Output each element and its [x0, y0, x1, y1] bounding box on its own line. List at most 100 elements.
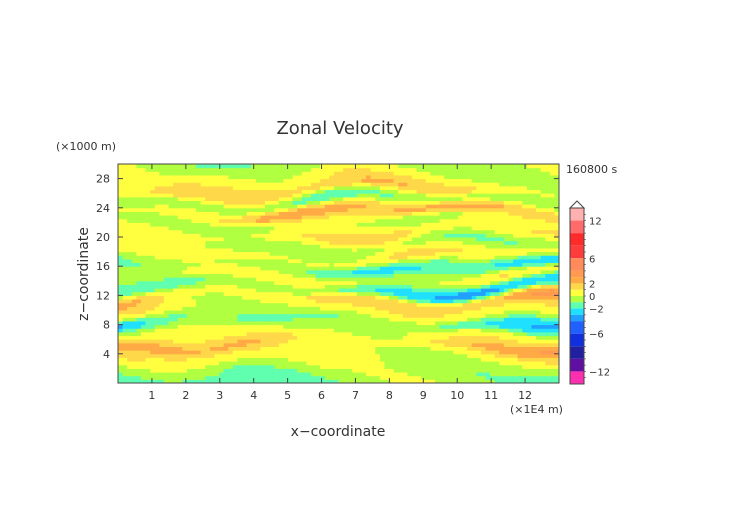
heatmap-cell	[182, 244, 188, 249]
heatmap-cell	[425, 342, 431, 347]
heatmap-cell	[347, 211, 353, 216]
heatmap-cell	[278, 200, 284, 205]
heatmap-cell	[269, 269, 275, 274]
heatmap-cell	[425, 204, 431, 209]
heatmap-cell	[338, 262, 344, 267]
heatmap-cell	[205, 364, 211, 369]
heatmap-cell	[168, 266, 174, 271]
heatmap-cell	[223, 222, 229, 227]
heatmap-cell	[513, 204, 519, 209]
heatmap-cell	[352, 339, 358, 344]
heatmap-cell	[421, 342, 427, 347]
heatmap-cell	[278, 277, 284, 282]
heatmap-cell	[485, 310, 491, 315]
heatmap-cell	[186, 266, 192, 271]
heatmap-cell	[228, 251, 234, 256]
heatmap-cell	[462, 237, 468, 242]
heatmap-cell	[265, 218, 271, 223]
heatmap-cell	[278, 240, 284, 245]
heatmap-cell	[255, 295, 261, 300]
heatmap-cell	[154, 240, 160, 245]
heatmap-cell	[228, 375, 234, 380]
heatmap-cell	[444, 218, 450, 223]
heatmap-cell	[118, 277, 124, 282]
heatmap-cell	[292, 375, 298, 380]
heatmap-cell	[343, 302, 349, 307]
heatmap-cell	[292, 237, 298, 242]
heatmap-cell	[416, 247, 422, 253]
heatmap-cell	[554, 364, 560, 369]
heatmap-cell	[324, 237, 330, 242]
heatmap-cell	[260, 244, 266, 249]
heatmap-cell	[338, 310, 344, 315]
heatmap-cell	[338, 313, 344, 318]
heatmap-cell	[118, 244, 124, 249]
heatmap-cell	[480, 280, 486, 285]
heatmap-cell	[384, 247, 390, 253]
heatmap-cell	[439, 346, 445, 351]
heatmap-cell	[531, 280, 537, 285]
heatmap-cell	[159, 331, 165, 337]
heatmap-cell	[320, 320, 326, 326]
heatmap-cell	[499, 233, 505, 238]
heatmap-cell	[379, 379, 385, 384]
heatmap-cell	[517, 218, 523, 223]
heatmap-cell	[154, 346, 160, 351]
heatmap-cell	[343, 229, 349, 234]
heatmap-cell	[434, 222, 441, 227]
heatmap-cell	[200, 335, 206, 340]
heatmap-cell	[320, 379, 326, 384]
heatmap-cell	[416, 218, 422, 223]
heatmap-cell	[251, 237, 257, 242]
heatmap-cell	[480, 317, 486, 322]
heatmap-cell	[205, 215, 211, 220]
heatmap-cell	[494, 193, 500, 198]
heatmap-cell	[131, 288, 137, 293]
heatmap-cell	[503, 222, 509, 227]
heatmap-cell	[173, 226, 179, 231]
heatmap-cell	[182, 273, 188, 278]
heatmap-cell	[462, 222, 468, 227]
heatmap-cell	[127, 310, 133, 315]
heatmap-cell	[223, 244, 229, 249]
heatmap-cell	[517, 240, 523, 245]
heatmap-cell	[480, 266, 486, 271]
heatmap-cell	[554, 251, 560, 256]
heatmap-cell	[242, 328, 248, 333]
heatmap-cell	[118, 280, 124, 285]
heatmap-cell	[356, 255, 362, 260]
heatmap-cell	[398, 255, 404, 260]
heatmap-cell	[540, 262, 546, 267]
heatmap-cell	[444, 196, 450, 201]
heatmap-cell	[297, 200, 303, 205]
heatmap-cell	[480, 193, 486, 198]
heatmap-cell	[260, 193, 266, 198]
heatmap-cell	[517, 302, 523, 307]
heatmap-cell	[163, 273, 170, 278]
heatmap-cell	[375, 269, 381, 274]
heatmap-cell	[531, 207, 537, 212]
heatmap-cell	[232, 288, 238, 293]
heatmap-cell	[531, 200, 537, 205]
heatmap-cell	[453, 306, 459, 311]
heatmap-cell	[269, 342, 275, 347]
heatmap-cell	[430, 306, 436, 311]
heatmap-cell	[490, 310, 496, 315]
heatmap-cell	[434, 273, 441, 278]
heatmap-cell	[329, 277, 335, 282]
heatmap-cell	[480, 357, 486, 362]
heatmap-cell	[145, 331, 151, 337]
heatmap-cell	[205, 240, 211, 245]
heatmap-cell	[329, 211, 335, 216]
heatmap-cell	[490, 229, 496, 234]
heatmap-cell	[223, 233, 229, 238]
heatmap-cell	[338, 240, 344, 245]
heatmap-cell	[398, 266, 404, 271]
heatmap-cell	[246, 299, 252, 304]
heatmap-cell	[260, 357, 266, 362]
heatmap-cell	[389, 218, 395, 223]
heatmap-cell	[333, 302, 339, 307]
heatmap-cell	[237, 200, 243, 205]
heatmap-cell	[173, 331, 179, 337]
heatmap-cell	[457, 379, 464, 384]
